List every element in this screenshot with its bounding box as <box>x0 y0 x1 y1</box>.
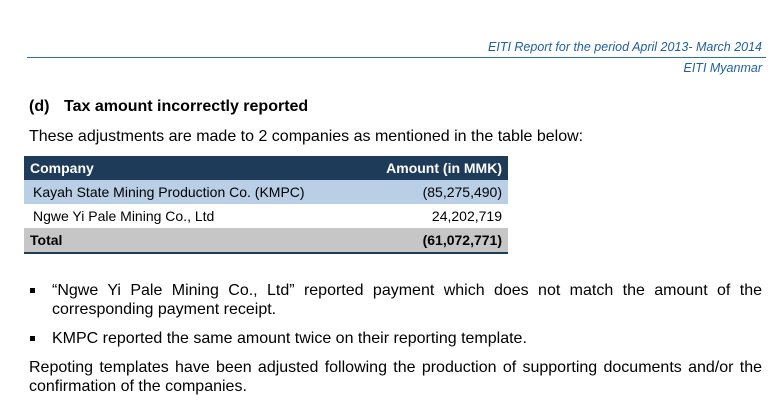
closing-paragraph: Repoting templates have been adjusted fo… <box>29 359 762 395</box>
bullet-text: KMPC reported the same amount twice on t… <box>52 330 527 347</box>
square-bullet-icon <box>30 336 35 341</box>
section-number: (d) <box>29 98 50 115</box>
table-row: Ngwe Yi Pale Mining Co., Ltd 24,202,719 <box>24 204 508 228</box>
amount-cell: (85,275,490) <box>358 180 508 204</box>
company-cell: Kayah State Mining Production Co. (KMPC) <box>24 180 359 204</box>
table-row: Kayah State Mining Production Co. (KMPC)… <box>24 180 508 204</box>
list-item: KMPC reported the same amount twice on t… <box>29 329 762 348</box>
column-header-company: Company <box>24 156 359 180</box>
report-header-organization: EITI Myanmar <box>683 61 763 75</box>
total-label: Total <box>24 228 359 254</box>
header-rule <box>27 57 766 58</box>
report-header-title: EITI Report for the period April 2013- M… <box>488 40 762 54</box>
list-item: “Ngwe Yi Pale Mining Co., Ltd” reported … <box>29 281 762 319</box>
company-cell: Ngwe Yi Pale Mining Co., Ltd <box>24 204 359 228</box>
column-header-amount: Amount (in MMK) <box>358 156 508 180</box>
section-title: Tax amount incorrectly reported <box>64 98 309 115</box>
bullet-text: “Ngwe Yi Pale Mining Co., Ltd” reported … <box>52 282 762 318</box>
table-header-row: Company Amount (in MMK) <box>24 156 508 180</box>
amount-cell: 24,202,719 <box>358 204 508 228</box>
adjustments-table: Company Amount (in MMK) Kayah State Mini… <box>24 156 508 254</box>
square-bullet-icon <box>30 288 35 293</box>
table-total-row: Total (61,072,771) <box>24 228 508 254</box>
section-heading: (d) Tax amount incorrectly reported <box>29 98 308 116</box>
section-intro: These adjustments are made to 2 companie… <box>29 128 584 145</box>
bullet-list: “Ngwe Yi Pale Mining Co., Ltd” reported … <box>29 281 762 358</box>
total-amount: (61,072,771) <box>358 228 508 254</box>
